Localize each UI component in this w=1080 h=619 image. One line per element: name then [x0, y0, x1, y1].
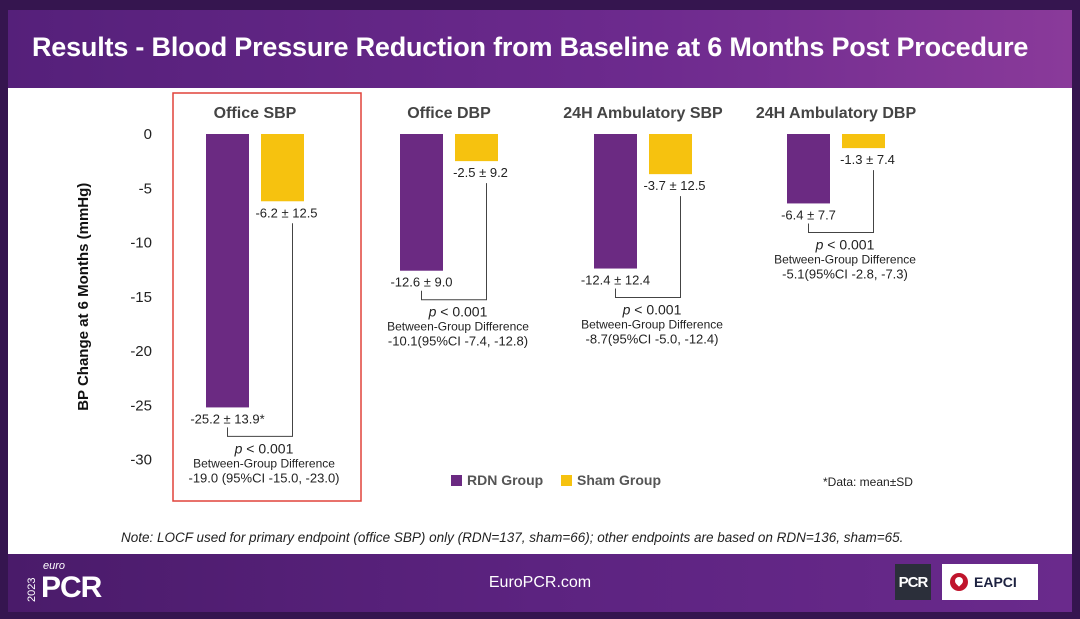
footer-url[interactable]: EuroPCR.com — [488, 574, 592, 591]
chart-panel: *Data: mean±SD Note: LOCF used for prima… — [8, 88, 1072, 554]
rdn-value-label: -12.4 ± 12.4 — [581, 273, 650, 288]
p-value-label: p < 0.001 — [815, 236, 875, 252]
chart-footnote: *Data: mean±SD — [823, 475, 913, 489]
bp-chart: *Data: mean±SD Note: LOCF used for prima… — [75, 92, 917, 545]
p-value-label: p < 0.001 — [428, 304, 488, 320]
category-label: Office DBP — [407, 105, 491, 122]
rdn-bar — [206, 134, 249, 408]
difference-ci-label: -8.7(95%CI -5.0, -12.4) — [586, 332, 719, 347]
y-tick-label: -20 — [130, 343, 152, 360]
difference-label: Between-Group Difference — [387, 320, 529, 334]
eapci-label: EAPCI — [974, 574, 1017, 590]
sham-value-label: -2.5 ± 9.2 — [453, 165, 508, 180]
eapci-logo: EAPCI — [942, 564, 1038, 600]
category-label: Office SBP — [214, 105, 297, 122]
europcr-logo: PCR — [41, 571, 102, 604]
title-banner: Results - Blood Pressure Reduction from … — [8, 10, 1072, 88]
difference-label: Between-Group Difference — [774, 252, 916, 266]
y-tick-label: -15 — [130, 289, 152, 306]
logo-euro-text: euro — [43, 560, 66, 572]
y-axis-label: BP Change at 6 Months (mmHg) — [75, 183, 92, 411]
sham-value-label: -1.3 ± 7.4 — [840, 152, 895, 167]
rdn-bar — [787, 134, 830, 204]
y-tick-label: -5 — [139, 180, 152, 197]
legend-sham-label: Sham Group — [577, 472, 661, 488]
bracket-line — [227, 223, 293, 437]
bracket-line — [808, 170, 874, 233]
bracket-line — [421, 183, 487, 301]
y-tick-label: -10 — [130, 235, 152, 252]
rdn-bar — [594, 134, 637, 269]
y-tick-label: 0 — [144, 126, 152, 143]
category-label: 24H Ambulatory DBP — [756, 105, 917, 122]
pcr-badge: PCR — [895, 564, 931, 600]
rdn-value-label: -6.4 ± 7.7 — [781, 207, 836, 222]
footer-bar: 2023 euro PCR EuroPCR.com PCR EAPCI — [8, 554, 1072, 612]
highlight-box — [172, 92, 362, 502]
year-label: 2023 — [26, 578, 38, 602]
sham-value-label: -3.7 ± 12.5 — [643, 178, 705, 193]
heart-icon — [950, 573, 968, 591]
p-value-label: p < 0.001 — [234, 440, 294, 456]
difference-ci-label: -10.1(95%CI -7.4, -12.8) — [388, 334, 528, 349]
rdn-value-label: -12.6 ± 9.0 — [390, 275, 452, 290]
sham-value-label: -6.2 ± 12.5 — [255, 205, 317, 220]
y-tick-label: -30 — [130, 452, 152, 469]
legend-rdn-label: RDN Group — [467, 472, 543, 488]
difference-label: Between-Group Difference — [193, 456, 335, 470]
year-text: 2023 — [26, 578, 38, 602]
sham-bar — [842, 134, 885, 149]
legend-sham-swatch — [561, 475, 572, 486]
bracket-line — [615, 196, 681, 299]
legend-rdn-swatch — [451, 475, 462, 486]
rdn-bar — [400, 134, 443, 271]
slide-note: Note: LOCF used for primary endpoint (of… — [121, 530, 903, 545]
p-value-label: p < 0.001 — [622, 302, 682, 318]
category-label: 24H Ambulatory SBP — [563, 105, 723, 122]
sham-bar — [649, 134, 692, 175]
slide-title: Results - Blood Pressure Reduction from … — [32, 32, 1029, 62]
y-tick-label: -25 — [130, 397, 152, 414]
difference-label: Between-Group Difference — [581, 318, 723, 332]
difference-ci-label: -5.1(95%CI -2.8, -7.3) — [782, 266, 908, 281]
sham-bar — [261, 134, 304, 202]
difference-ci-label: -19.0 (95%CI -15.0, -23.0) — [188, 470, 339, 485]
sham-bar — [455, 134, 498, 162]
rdn-value-label: -25.2 ± 13.9* — [190, 411, 264, 426]
